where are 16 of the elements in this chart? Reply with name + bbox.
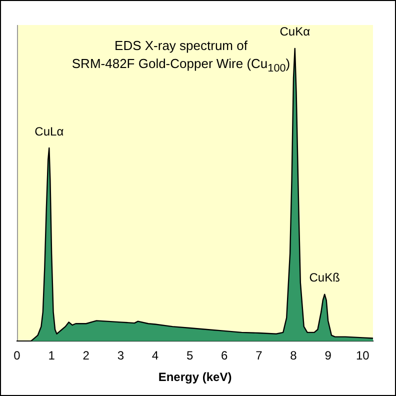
chart-title: EDS X-ray spectrum of SRM-482F Gold-Copper Wire (Cu$_{100}$) <box>70 37 292 77</box>
x-tick-label: 1 <box>48 348 56 363</box>
x-axis-title: Energy (keV) <box>158 370 232 384</box>
x-tick-label: 3 <box>117 348 124 363</box>
x-tick-label: 10 <box>356 348 370 363</box>
annotation: CuLα <box>34 124 64 138</box>
x-tick-label: 9 <box>324 348 332 363</box>
annotation: CuKß <box>309 270 340 285</box>
x-tick-label: 8 <box>290 348 298 363</box>
x-tick-label: 2 <box>82 348 90 363</box>
x-tick-label: 6 <box>221 348 228 363</box>
x-tick-label: 4 <box>152 348 159 363</box>
x-tick-label: 5 <box>186 348 194 363</box>
x-tick-label: 0 <box>14 348 21 363</box>
annotation: CuKα <box>280 24 310 39</box>
x-tick-label: 7 <box>256 348 263 363</box>
